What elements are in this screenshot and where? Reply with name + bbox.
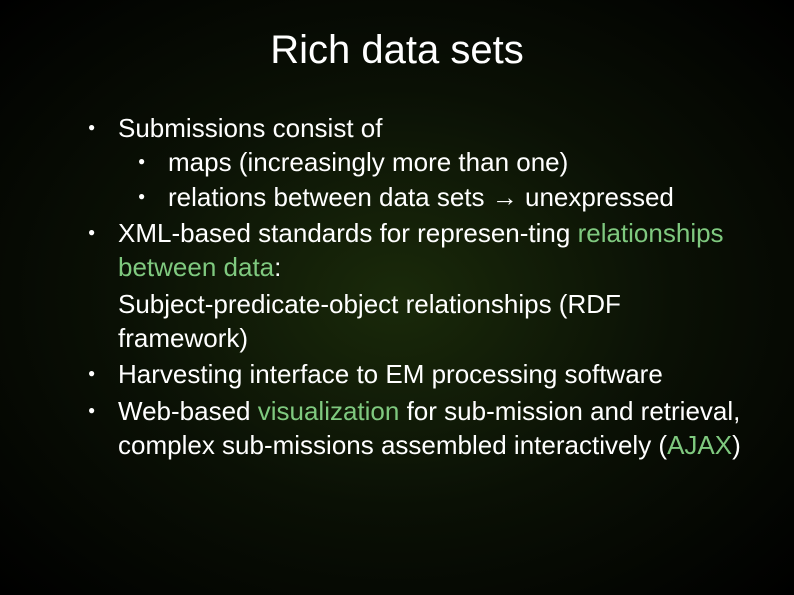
bullet-text-post: ) [732, 430, 741, 460]
bullet-text: relations between data sets → unexpresse… [168, 182, 674, 212]
slide-title: Rich data sets [50, 28, 744, 73]
rdf-text: Subject-predicate-object relationships (… [118, 289, 621, 353]
slide: Rich data sets Submissions consist of ma… [0, 0, 794, 595]
slide-content: Submissions consist of maps (increasingl… [50, 111, 744, 462]
bullet-text-pre: Web-based [118, 396, 258, 426]
bullet-text-post: : [274, 252, 281, 282]
bullet-text: Submissions consist of [118, 113, 382, 143]
bullet-text: maps (increasingly more than one) [168, 147, 568, 177]
bullet-list: Submissions consist of maps (increasingl… [88, 111, 744, 285]
rdf-line: Subject-predicate-object relationships (… [88, 287, 744, 356]
highlight-visualization: visualization [258, 396, 400, 426]
bullet-text-pre: XML-based standards for represen-ting [118, 218, 578, 248]
bullet-xml-standards: XML-based standards for represen-ting re… [88, 216, 744, 285]
bullet-web-viz: Web-based visualization for sub-mission … [88, 394, 744, 463]
sub-bullet-list: maps (increasingly more than one) relati… [118, 145, 744, 214]
bullet-list-cont: Harvesting interface to EM processing so… [88, 357, 744, 462]
bullet-text: Harvesting interface to EM processing so… [118, 359, 663, 389]
sub-bullet-relations: relations between data sets → unexpresse… [138, 180, 744, 214]
bullet-submissions: Submissions consist of maps (increasingl… [88, 111, 744, 214]
sub-bullet-maps: maps (increasingly more than one) [138, 145, 744, 179]
highlight-ajax: AJAX [667, 430, 732, 460]
bullet-harvesting: Harvesting interface to EM processing so… [88, 357, 744, 391]
